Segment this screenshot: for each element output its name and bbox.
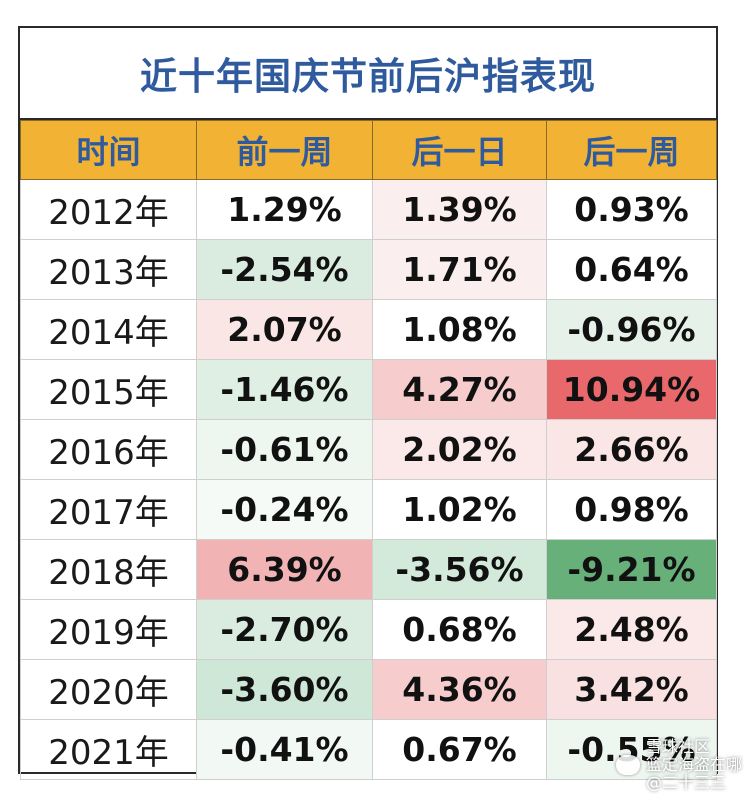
table-row: 2019年 -2.70% 0.68% 2.48% <box>20 599 717 660</box>
day-after-cell: 1.02% <box>372 479 547 540</box>
day-after-cell: 1.71% <box>372 239 547 300</box>
day-after-cell: 2.02% <box>372 419 547 480</box>
day-after-cell: 4.27% <box>372 359 547 420</box>
week-before-cell: -1.46% <box>196 359 373 420</box>
watermark-line-2: 篮定海盗在哪 <box>645 755 742 774</box>
watermark-text: 雪球社区 篮定海盗在哪 @二十三三 <box>646 738 742 792</box>
year-cell: 2013年 <box>20 239 197 300</box>
year-cell: 2017年 <box>20 479 197 540</box>
table-row: 2016年 -0.61% 2.02% 2.66% <box>20 419 717 480</box>
table-body: 2012年 1.29% 1.39% 0.93% 2013年 -2.54% 1.71% 0.64… <box>20 179 717 780</box>
week-before-cell: -0.41% <box>196 719 373 780</box>
week-before-cell: 1.29% <box>196 179 373 240</box>
year-cell: 2020年 <box>20 659 197 720</box>
returns-table: 时间 前一周 后一日 后一周 2012年 1.29% 1.39% 0.93% 2013年… <box>20 120 717 780</box>
table-row: 2017年 -0.24% 1.02% 0.98% <box>20 479 717 540</box>
year-cell: 2012年 <box>20 179 197 240</box>
week-after-cell: 10.94% <box>546 359 717 420</box>
table-row: 2018年 6.39% -3.56% -9.21% <box>20 539 717 600</box>
week-after-cell: -9.21% <box>546 539 717 600</box>
header-week-after: 后一周 <box>546 120 717 180</box>
week-before-cell: 6.39% <box>196 539 373 600</box>
header-day-after: 后一日 <box>372 120 547 180</box>
wechat-bubble-icon <box>615 755 640 775</box>
watermark-line-3: @二十三三 <box>645 773 726 792</box>
week-before-cell: 2.07% <box>196 299 373 360</box>
watermark: 雪球社区 篮定海盗在哪 @二十三三 <box>615 738 742 792</box>
year-cell: 2019年 <box>20 599 197 660</box>
day-after-cell: 4.36% <box>372 659 547 720</box>
day-after-cell: 1.08% <box>372 299 547 360</box>
day-after-cell: 1.39% <box>372 179 547 240</box>
year-cell: 2014年 <box>20 299 197 360</box>
header-row: 时间 前一周 后一日 后一周 <box>20 120 717 180</box>
week-after-cell: -0.96% <box>546 299 717 360</box>
page-title: 近十年国庆节前后沪指表现 <box>20 28 716 120</box>
week-before-cell: -2.54% <box>196 239 373 300</box>
year-cell: 2015年 <box>20 359 197 420</box>
week-after-cell: 2.48% <box>546 599 717 660</box>
week-after-cell: 0.93% <box>546 179 717 240</box>
week-before-cell: -0.61% <box>196 419 373 480</box>
week-after-cell: 0.98% <box>546 479 717 540</box>
day-after-cell: 0.68% <box>372 599 547 660</box>
header-week-before: 前一周 <box>196 120 373 180</box>
week-before-cell: -3.60% <box>196 659 373 720</box>
watermark-line-1: 雪球社区 <box>645 737 710 756</box>
table-row: 2012年 1.29% 1.39% 0.93% <box>20 179 717 240</box>
table-row: 2020年 -3.60% 4.36% 3.42% <box>20 659 717 720</box>
week-after-cell: 0.64% <box>546 239 717 300</box>
table-card: 近十年国庆节前后沪指表现 时间 前一周 后一日 后一周 2012年 1.29% 1.… <box>18 26 718 780</box>
year-cell: 2021年 <box>20 719 197 780</box>
table-row: 2013年 -2.54% 1.71% 0.64% <box>20 239 717 300</box>
week-after-cell: 2.66% <box>546 419 717 480</box>
year-cell: 2016年 <box>20 419 197 480</box>
day-after-cell: 0.67% <box>372 719 547 780</box>
week-after-cell: 3.42% <box>546 659 717 720</box>
table-row: 2014年 2.07% 1.08% -0.96% <box>20 299 717 360</box>
table-row: 2021年 -0.41% 0.67% -0.55% <box>20 719 717 780</box>
week-before-cell: -0.24% <box>196 479 373 540</box>
year-cell: 2018年 <box>20 539 197 600</box>
day-after-cell: -3.56% <box>372 539 547 600</box>
table-row: 2015年 -1.46% 4.27% 10.94% <box>20 359 717 420</box>
week-before-cell: -2.70% <box>196 599 373 660</box>
header-time: 时间 <box>20 120 197 180</box>
